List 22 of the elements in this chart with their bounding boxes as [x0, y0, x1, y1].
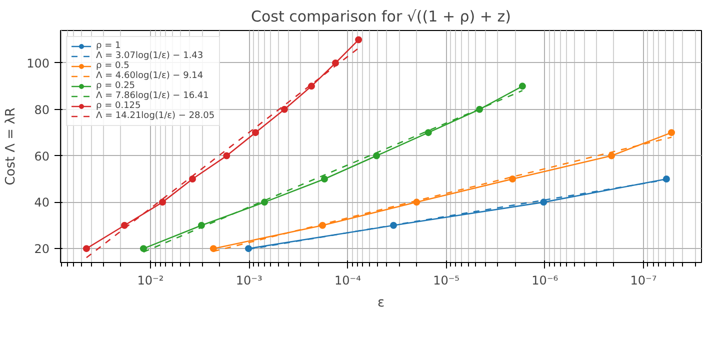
legend-label: ρ = 0.125 [96, 101, 141, 111]
legend-label: Λ = 3.07log(1/ε) − 1.43 [96, 51, 204, 61]
x-tick-label: 10⁻⁷ [630, 274, 657, 288]
y-tick-label: 40 [34, 196, 50, 210]
chart-title: Cost comparison for √((1 + ρ) + z) [251, 8, 511, 26]
y-tick-label: 80 [34, 102, 50, 117]
x-tick-label: 10⁻⁴ [334, 274, 362, 288]
legend-label: Λ = 4.60log(1/ε) − 9.14 [96, 71, 204, 81]
y-axis-title: Cost Λ = λR [4, 108, 19, 186]
legend-label: ρ = 0.5 [96, 61, 130, 71]
legend-label: Λ = 14.21log(1/ε) − 28.05 [96, 111, 215, 121]
x-tick-label: 10⁻⁵ [433, 274, 460, 288]
x-tick-label: 10⁻² [137, 274, 164, 288]
legend-label: Λ = 7.86log(1/ε) − 16.41 [96, 91, 209, 101]
legend-label: ρ = 1 [96, 41, 121, 51]
y-tick-label: 20 [34, 242, 50, 256]
x-axis-title: ε [377, 296, 385, 310]
y-tick-label: 100 [26, 56, 50, 70]
y-tick-label: 60 [34, 149, 50, 164]
legend-label: ρ = 0.25 [96, 81, 136, 91]
x-tick-label: 10⁻⁶ [532, 274, 558, 288]
x-tick-label: 10⁻³ [236, 274, 262, 288]
